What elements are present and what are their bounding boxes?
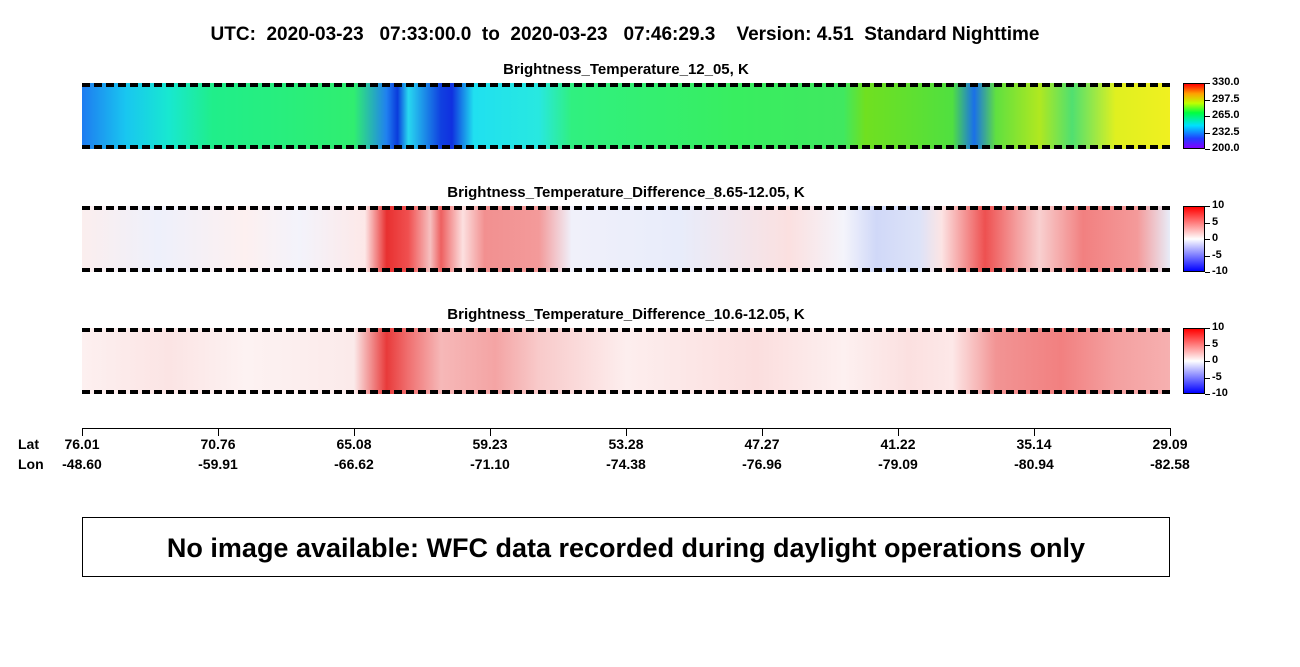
colorbar-tick-label: 232.5 bbox=[1212, 125, 1240, 138]
colorbar-tick-label: 200.0 bbox=[1212, 142, 1240, 154]
panel-title: Brightness_Temperature_Difference_10.6-1… bbox=[447, 306, 805, 323]
axis-tick bbox=[490, 428, 491, 436]
colorbar-tick bbox=[1205, 132, 1210, 134]
colorbar-tick-label: -10 bbox=[1212, 387, 1228, 399]
colorbar-tick bbox=[1205, 361, 1210, 362]
panel-title: Brightness_Temperature_Difference_8.65-1… bbox=[447, 184, 805, 201]
lat-value: 59.23 bbox=[472, 436, 508, 452]
colorbar-tick-label: -5 bbox=[1212, 370, 1222, 383]
axis-tick bbox=[82, 428, 83, 436]
colorbar-tick bbox=[1205, 222, 1210, 224]
lon-value: -66.62 bbox=[334, 456, 374, 472]
lat-value: 65.08 bbox=[336, 436, 372, 452]
colorbar-tick bbox=[1205, 239, 1210, 240]
lon-value: -74.38 bbox=[606, 456, 646, 472]
lat-value: 70.76 bbox=[200, 436, 236, 452]
btd2-strip bbox=[82, 328, 1170, 394]
lon-value: -59.91 bbox=[198, 456, 238, 472]
axis-tick bbox=[626, 428, 627, 436]
colorbar-tick bbox=[1205, 377, 1210, 379]
colorbar-tick-label: 330.0 bbox=[1212, 76, 1240, 88]
colorbar-tick bbox=[1205, 255, 1210, 257]
colorbar-tick-label: 0 bbox=[1212, 354, 1219, 366]
lon-value: -79.09 bbox=[878, 456, 918, 472]
colorbar-tick-label: 10 bbox=[1212, 321, 1225, 333]
colorbar-tick bbox=[1205, 83, 1210, 84]
lat-value: 29.09 bbox=[1152, 436, 1188, 452]
axis-tick bbox=[762, 428, 763, 436]
lon-value: -71.10 bbox=[470, 456, 510, 472]
colorbar bbox=[1183, 328, 1205, 394]
colorbar-tick bbox=[1205, 99, 1210, 101]
lon-value: -80.94 bbox=[1014, 456, 1054, 472]
colorbar-tick-label: 5 bbox=[1212, 215, 1219, 228]
bt-strip bbox=[82, 83, 1170, 149]
axis-tick bbox=[354, 428, 355, 436]
title: UTC: 2020-03-23 07:33:00.0 to 2020-03-23… bbox=[210, 24, 1040, 45]
axis-tick bbox=[1170, 428, 1171, 436]
colorbar-tick bbox=[1205, 328, 1210, 329]
message: No image available: WFC data recorded du… bbox=[166, 533, 1086, 563]
lat-value: 35.14 bbox=[1016, 436, 1052, 452]
lat-value: 41.22 bbox=[880, 436, 916, 452]
btd1-strip bbox=[82, 206, 1170, 272]
colorbar-tick bbox=[1205, 272, 1210, 273]
lat-value: 53.28 bbox=[608, 436, 644, 452]
message-box bbox=[82, 517, 1170, 577]
colorbar-tick bbox=[1205, 344, 1210, 346]
lon-value: -82.58 bbox=[1150, 456, 1190, 472]
lon-value: -76.96 bbox=[742, 456, 782, 472]
axis-tick bbox=[898, 428, 899, 436]
lon-label: Lon bbox=[18, 456, 44, 472]
lat-value: 47.27 bbox=[744, 436, 780, 452]
colorbar-tick-label: 5 bbox=[1212, 337, 1219, 350]
colorbar-tick bbox=[1205, 206, 1210, 207]
lat-value: 76.01 bbox=[64, 436, 100, 452]
colorbar-tick bbox=[1205, 116, 1210, 117]
colorbar-tick-label: -10 bbox=[1212, 265, 1228, 277]
lat-label: Lat bbox=[18, 436, 39, 452]
lon-value: -48.60 bbox=[62, 456, 102, 472]
colorbar-tick bbox=[1205, 149, 1210, 150]
colorbar bbox=[1183, 83, 1205, 149]
colorbar-tick bbox=[1205, 394, 1210, 395]
axis-tick bbox=[218, 428, 219, 436]
colorbar-tick-label: 0 bbox=[1212, 232, 1219, 244]
colorbar bbox=[1183, 206, 1205, 272]
panel-title: Brightness_Temperature_12_05, K bbox=[503, 61, 749, 78]
colorbar-tick-label: -5 bbox=[1212, 248, 1222, 261]
axis-tick bbox=[1034, 428, 1035, 436]
colorbar-tick-label: 10 bbox=[1212, 199, 1225, 211]
colorbar-tick-label: 265.0 bbox=[1212, 109, 1240, 121]
colorbar-tick-label: 297.5 bbox=[1212, 92, 1240, 105]
